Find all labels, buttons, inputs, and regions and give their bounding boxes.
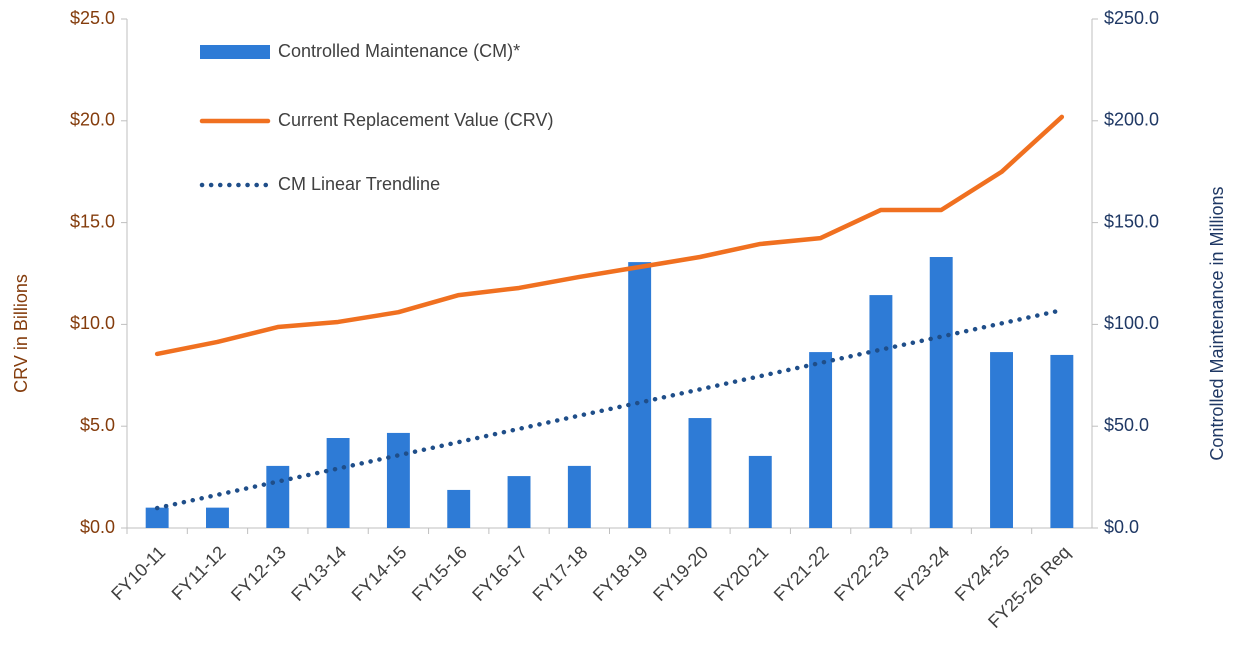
x-tick-label: FY17-18 [529, 542, 592, 605]
x-tick-label: FY20-21 [710, 542, 773, 605]
y-tick-label: $10.0 [70, 313, 115, 333]
bar [145, 507, 169, 528]
bar [326, 438, 350, 528]
x-tick-label: FY14-15 [348, 542, 411, 605]
bar [809, 352, 833, 528]
trendline [154, 307, 1065, 511]
y2-tick-label: $0.0 [1104, 517, 1139, 537]
bar [688, 418, 712, 528]
x-tick-label: FY22-23 [830, 542, 893, 605]
legend-label: CM Linear Trendline [278, 174, 440, 194]
y-tick-label: $20.0 [70, 110, 115, 130]
bar [206, 507, 229, 528]
y-axis-label: CRV in Billions [11, 274, 31, 393]
bar [507, 476, 531, 528]
legend-label: Current Replacement Value (CRV) [278, 110, 553, 130]
y2-tick-label: $150.0 [1104, 211, 1159, 231]
bar [990, 352, 1013, 528]
bar [447, 489, 471, 528]
y-tick-label: $25.0 [70, 8, 115, 28]
y-tick-label: $0.0 [80, 517, 115, 537]
x-tick-label: FY15-16 [408, 542, 471, 605]
x-tick-label: FY10-11 [107, 542, 169, 604]
x-tick-label: FY21-22 [770, 542, 833, 605]
legend-swatch [200, 45, 270, 59]
bar [1050, 354, 1074, 528]
y2-axis-label: Controlled Maintenance in Millions [1207, 186, 1227, 460]
bar [748, 455, 772, 528]
x-tick-label: FY18-19 [589, 542, 652, 605]
x-tick-label: FY19-20 [649, 542, 712, 605]
y-tick-label: $15.0 [70, 211, 115, 231]
legend-label: Controlled Maintenance (CM)* [278, 41, 520, 61]
y2-tick-label: $200.0 [1104, 110, 1159, 130]
x-tick-label: FY23-24 [890, 542, 953, 605]
y-tick-label: $5.0 [80, 415, 115, 435]
bar [567, 465, 591, 528]
bar [929, 257, 953, 528]
x-tick-label: FY11-12 [168, 542, 230, 604]
x-tick-label: FY12-13 [227, 542, 290, 605]
y2-tick-label: $100.0 [1104, 313, 1159, 333]
x-tick-label: FY16-17 [468, 542, 531, 605]
x-tick-label: FY13-14 [287, 542, 350, 605]
x-tick-label: FY24-25 [951, 542, 1014, 605]
bar [386, 432, 410, 528]
y2-tick-label: $250.0 [1104, 8, 1159, 28]
bar [628, 262, 652, 528]
bar [869, 295, 893, 528]
y2-tick-label: $50.0 [1104, 415, 1149, 435]
line [154, 114, 1065, 357]
bar [266, 465, 290, 528]
